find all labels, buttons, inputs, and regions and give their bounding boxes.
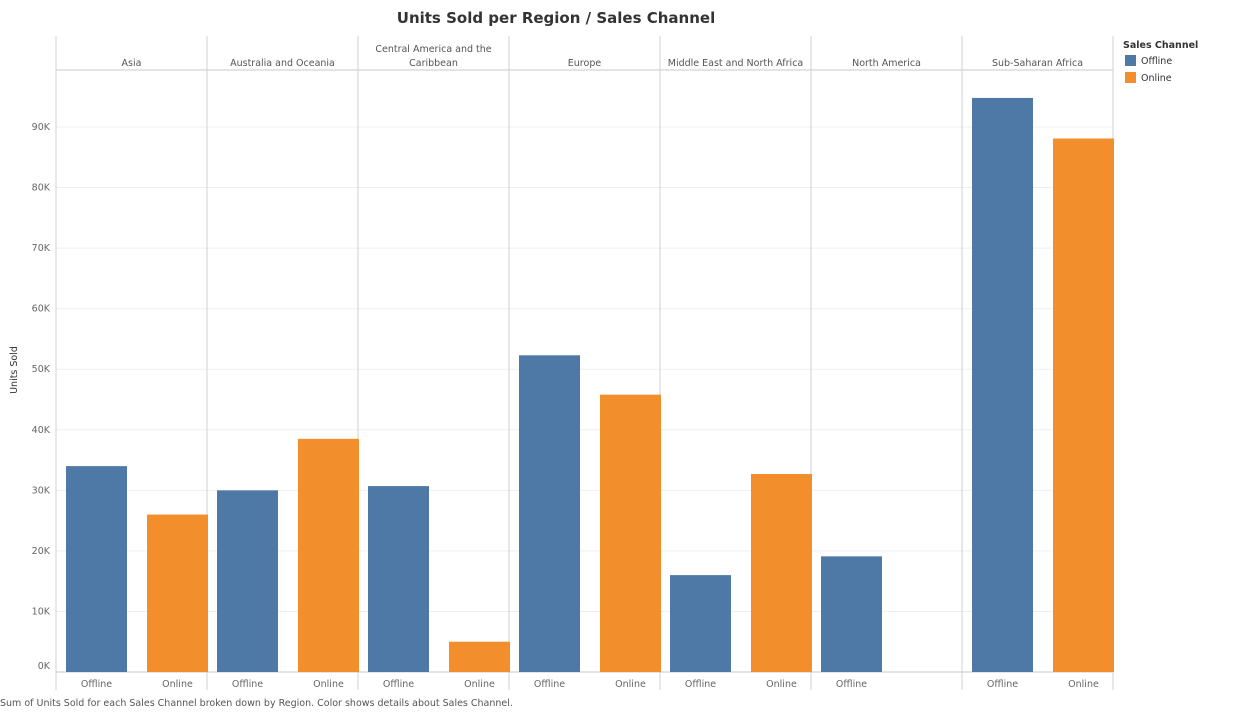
bar-offline[interactable] xyxy=(972,97,1033,672)
legend-swatch-offline[interactable] xyxy=(1125,55,1136,66)
x-tick-label: Online xyxy=(313,679,344,690)
x-tick-label: Online xyxy=(766,679,797,690)
region-header: Caribbean xyxy=(409,58,458,69)
bar-offline[interactable] xyxy=(368,486,429,672)
bar-online[interactable] xyxy=(751,473,812,672)
region-header: Australia and Oceania xyxy=(230,58,335,69)
y-tick-label: 10K xyxy=(32,606,51,617)
x-tick-label: Offline xyxy=(685,679,716,690)
region-header: Europe xyxy=(568,58,602,69)
legend-label: Online xyxy=(1141,73,1172,84)
x-tick-label: Offline xyxy=(232,679,263,690)
legend-title: Sales Channel xyxy=(1123,40,1198,51)
legend-label: Offline xyxy=(1141,56,1172,67)
y-tick-label: 30K xyxy=(32,485,51,496)
x-tick-label: Online xyxy=(464,679,495,690)
bar-offline[interactable] xyxy=(66,466,127,672)
y-tick-label: 40K xyxy=(32,425,51,436)
region-header: North America xyxy=(852,58,921,69)
bar-offline[interactable] xyxy=(821,556,882,672)
y-tick-label: 80K xyxy=(32,183,51,194)
y-tick-label: 0K xyxy=(38,661,51,672)
y-tick-label: 20K xyxy=(32,546,51,557)
bar-online[interactable] xyxy=(147,514,208,672)
x-tick-label: Online xyxy=(615,679,646,690)
x-tick-label: Offline xyxy=(836,679,867,690)
bar-online[interactable] xyxy=(449,641,510,672)
x-tick-label: Offline xyxy=(534,679,565,690)
x-tick-label: Online xyxy=(162,679,193,690)
region-header: Middle East and North Africa xyxy=(668,58,804,69)
bar-offline[interactable] xyxy=(519,355,580,672)
region-header: Central America and the xyxy=(375,44,491,55)
bar-offline[interactable] xyxy=(217,490,278,672)
y-tick-label: 60K xyxy=(32,304,51,315)
legend: Sales Channel Offline Online xyxy=(1123,40,1198,84)
legend-swatch-online[interactable] xyxy=(1125,72,1136,83)
y-tick-label: 50K xyxy=(32,364,51,375)
bar-online[interactable] xyxy=(298,438,359,672)
y-axis-label: Units Sold xyxy=(9,346,20,394)
bar-offline[interactable] xyxy=(670,575,731,672)
region-header: Asia xyxy=(122,58,142,69)
bar-online[interactable] xyxy=(1053,138,1114,672)
region-header: Sub-Saharan Africa xyxy=(992,58,1083,69)
x-tick-label: Offline xyxy=(81,679,112,690)
chart-footer: Sum of Units Sold for each Sales Channel… xyxy=(0,698,513,709)
x-tick-label: Online xyxy=(1068,679,1099,690)
y-tick-label: 90K xyxy=(32,122,51,133)
y-tick-label: 70K xyxy=(32,243,51,254)
chart-title: Units Sold per Region / Sales Channel xyxy=(397,9,715,27)
bar-online[interactable] xyxy=(600,394,661,672)
x-tick-label: Offline xyxy=(383,679,414,690)
x-tick-label: Offline xyxy=(987,679,1018,690)
